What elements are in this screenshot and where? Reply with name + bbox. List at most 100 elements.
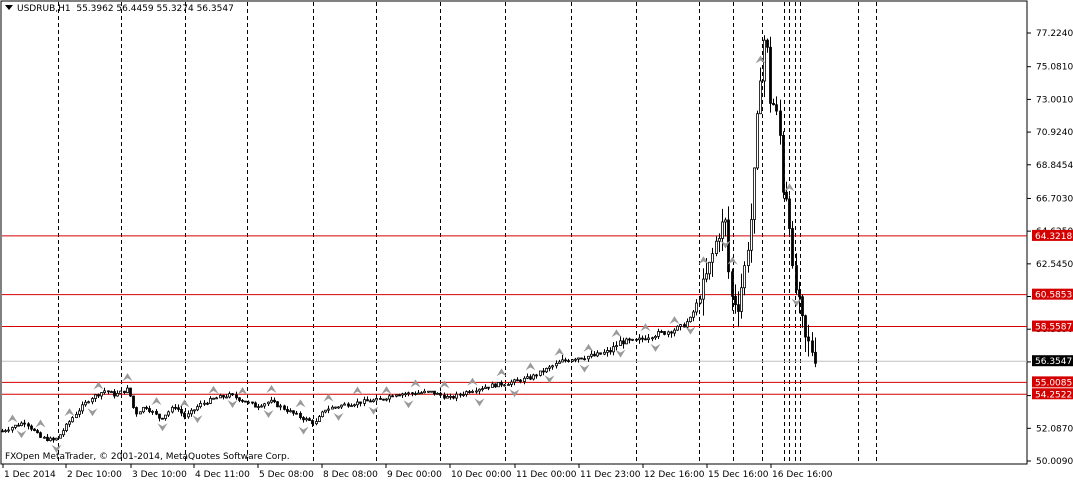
candle-body-219 — [702, 278, 705, 300]
level-label-bg-3 — [1032, 376, 1073, 388]
fractal-up-165 — [525, 362, 536, 371]
x-tick-label-11: 15 Dec 16:00 — [708, 470, 769, 480]
fractal-down-226 — [720, 240, 731, 249]
y-tick-label-3: 70.9240 — [1036, 128, 1073, 138]
candle-body-1 — [4, 430, 7, 433]
fractal-down-127 — [403, 400, 414, 409]
candle-body-186 — [596, 352, 599, 357]
candle-body-48 — [155, 410, 158, 415]
candle-body-57 — [183, 412, 186, 418]
candle-body-121 — [388, 395, 391, 400]
candle-body-56 — [180, 409, 183, 414]
candle-body-159 — [510, 381, 513, 385]
level-label-4: 54.2522 — [1035, 390, 1072, 400]
candle-body-205 — [657, 331, 660, 337]
candle-body-222 — [711, 253, 714, 263]
candle-body-86 — [276, 401, 279, 408]
candle-body-37 — [119, 390, 122, 394]
candle-body-216 — [692, 311, 695, 318]
candle-body-102 — [327, 408, 330, 411]
candle-body-236 — [756, 113, 759, 169]
candle-body-253 — [811, 340, 814, 353]
y-tick-label-2: 73.0010 — [1036, 95, 1073, 105]
candle-body-7 — [23, 422, 26, 425]
candle-body-125 — [401, 393, 404, 396]
fractal-up-147 — [467, 377, 478, 386]
fractal-up-57 — [179, 399, 190, 408]
candle-body-80 — [257, 406, 260, 409]
candle-body-209 — [670, 331, 673, 334]
candle-body-169 — [542, 370, 545, 373]
candle-body-160 — [513, 379, 516, 383]
level-label-2: 58.5587 — [1035, 323, 1072, 333]
candle-body-147 — [471, 391, 474, 393]
candle-body-76 — [244, 400, 247, 403]
x-tick-label-12: 16 Dec 16:00 — [772, 470, 833, 480]
y-tick-label-1: 75.0810 — [1036, 63, 1073, 73]
dropdown-arrow-icon[interactable] — [5, 5, 13, 10]
candle-body-21 — [68, 421, 71, 425]
candle-body-166 — [532, 374, 535, 380]
candle-body-9 — [30, 425, 33, 430]
candle-body-197 — [631, 338, 634, 341]
candle-body-250 — [801, 296, 804, 317]
candle-body-45 — [145, 406, 148, 409]
candle-body-61 — [196, 406, 199, 411]
candle-body-181 — [580, 357, 583, 360]
candle-body-105 — [337, 406, 340, 409]
chart-title[interactable]: USDRUB,H1 55.3962 56.4459 55.3274 56.354… — [5, 4, 234, 14]
candle-body-226 — [724, 219, 727, 223]
candle-body-68 — [219, 395, 222, 399]
price-axis: 77.2240 75.0810 73.0010 70.9240 68.8454 66.70… — [1027, 29, 1073, 467]
candle-body-123 — [395, 394, 398, 397]
candle-body-243 — [779, 110, 782, 136]
fractal-up-156 — [496, 368, 507, 377]
candle-body-148 — [475, 390, 478, 393]
candle-body-94 — [302, 417, 305, 421]
candle-body-89 — [286, 408, 289, 412]
candle-body-252 — [807, 336, 810, 342]
candle-body-172 — [551, 365, 554, 368]
candle-body-72 — [231, 393, 234, 396]
fractal-down-17 — [51, 444, 62, 453]
candle-body-157 — [503, 384, 506, 387]
candle-body-163 — [523, 377, 526, 382]
candle-body-215 — [689, 316, 692, 323]
candle-body-33 — [107, 390, 110, 393]
candle-body-90 — [289, 410, 292, 413]
candle-body-244 — [782, 135, 785, 193]
fractal-up-237 — [755, 55, 766, 64]
y-tick-label-13: 50.0090 — [1036, 457, 1073, 467]
candle-body-232 — [743, 265, 746, 289]
candle-body-212 — [679, 324, 682, 327]
fractal-down-204 — [650, 343, 661, 352]
level-label-bg-0 — [1032, 229, 1073, 241]
candle-body-152 — [487, 386, 490, 389]
candle-body-32 — [103, 390, 106, 393]
fractal-down-182 — [579, 364, 590, 373]
fractal-up-93 — [295, 399, 306, 408]
candle-body-221 — [708, 261, 711, 275]
candle-body-199 — [638, 337, 641, 341]
candle-body-254 — [814, 351, 817, 364]
fractal-up-30 — [93, 381, 104, 390]
x-tick-label-2: 3 Dec 10:00 — [132, 470, 187, 480]
fractal-up-192 — [611, 329, 622, 338]
candle-body-23 — [75, 413, 78, 419]
candle-body-242 — [775, 104, 778, 112]
candle-body-30 — [97, 394, 100, 397]
fractal-up-228 — [727, 256, 738, 265]
candle-body-34 — [110, 391, 113, 393]
candle-body-65 — [209, 398, 212, 404]
candle-body-47 — [151, 410, 154, 413]
candle-body-153 — [491, 383, 494, 388]
fractal-up-3 — [7, 414, 18, 423]
candle-body-220 — [705, 273, 708, 280]
candle-body-204 — [654, 336, 657, 339]
candle-body-234 — [750, 219, 753, 251]
candle-body-66 — [212, 397, 215, 400]
candle-body-143 — [459, 393, 462, 396]
candle-body-187 — [599, 352, 602, 355]
candle-body-192 — [615, 345, 618, 348]
candle-body-109 — [350, 405, 353, 407]
